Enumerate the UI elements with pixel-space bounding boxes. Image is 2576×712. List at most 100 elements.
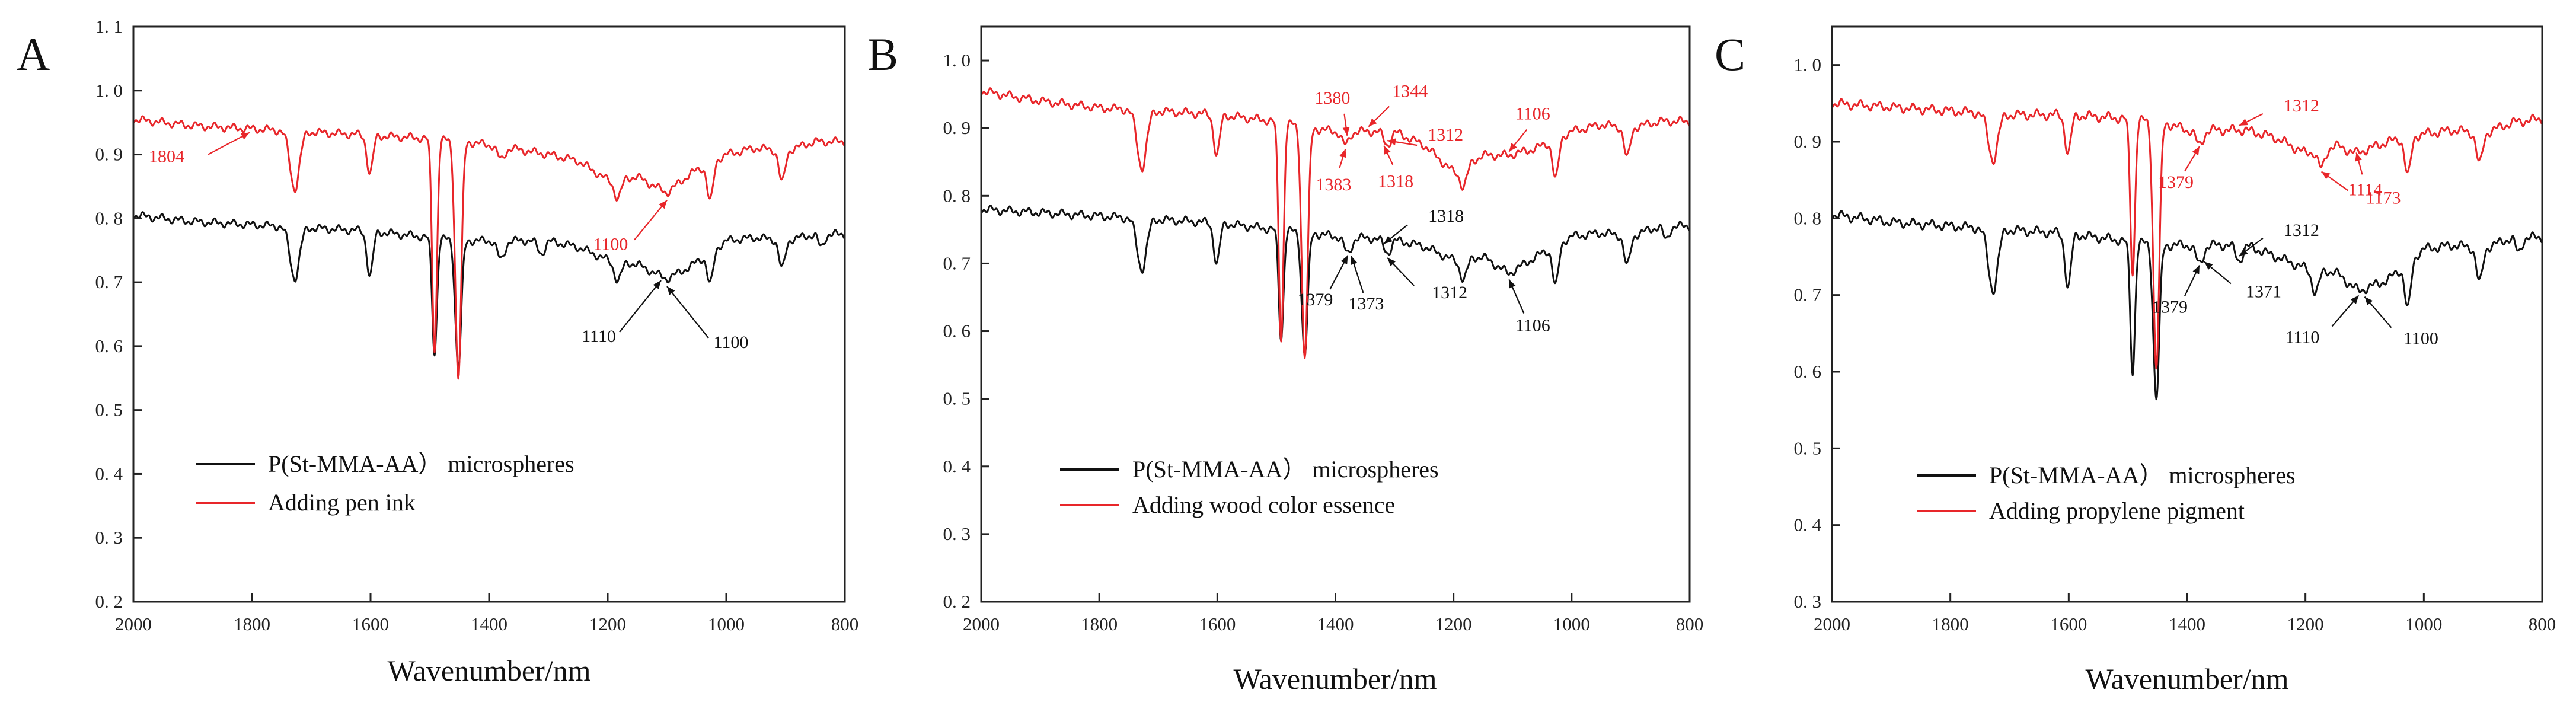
x-tick-label: 1800 (234, 614, 270, 634)
y-tick-label: 0. 6 (943, 321, 971, 341)
plot-frame (132, 25, 846, 603)
panel-b: B 2000 1800 1600 1400 1200 1000 800 0. 2 0. 3 0. … (867, 25, 1704, 695)
y-tick-label: 0. 5 (1794, 438, 1822, 458)
annotation-label: 1344 (1392, 82, 1428, 101)
annotation-label: 1100 (2403, 329, 2438, 349)
y-tick-label: 1. 0 (1794, 55, 1822, 75)
y-tick-label: 0. 3 (95, 527, 123, 548)
legend-label-microspheres: P(St-MMA-AA） microspheres (268, 451, 574, 477)
annotation-arrowhead (1368, 118, 1377, 127)
annotation-arrowhead (2321, 171, 2331, 180)
x-tick-label: 1800 (1932, 614, 1969, 634)
y-tick-label: 0. 5 (943, 388, 971, 409)
y-tick-label: 0. 3 (943, 523, 971, 544)
panel-letter: C (1715, 28, 1745, 80)
axis-ticks: 2000 1800 1600 1400 1200 1000 800 0. 3 0. 4 0. 5 0… (1794, 55, 2556, 634)
panel-a: A 2000 1800 1600 1400 1200 1000 800 0. 2 0. 3 0. … (17, 16, 858, 687)
panel-letter: B (867, 28, 898, 80)
annotation-label: 1371 (2246, 282, 2281, 301)
y-tick-label: 0. 8 (943, 185, 971, 206)
axis-ticks: 2000 1800 1600 1400 1200 1000 800 0. 2 0. 3 0. 4 0… (95, 16, 859, 634)
annotation-label: 1379 (2158, 173, 2194, 192)
annotation-arrowhead (2239, 248, 2248, 256)
x-tick-label: 2000 (1814, 614, 1850, 634)
annotation-label: 1173 (2366, 188, 2401, 207)
legend: P(St-MMA-AA） microspheres Adding pen ink (196, 451, 574, 516)
y-tick-label: 0. 3 (1794, 591, 1822, 612)
annotation-arrowhead (2192, 265, 2200, 274)
panel-letter: A (17, 28, 50, 80)
x-tick-label: 2000 (115, 614, 152, 634)
x-tick-label: 1600 (2050, 614, 2087, 634)
annotation-label: 1106 (1515, 104, 1550, 124)
y-tick-label: 0. 4 (1794, 515, 1822, 535)
x-axis-title: Wavenumber/nm (1233, 662, 1437, 695)
annotation-label: 1114 (2348, 180, 2383, 199)
x-tick-label: 800 (1676, 614, 1704, 634)
axis-ticks: 2000 1800 1600 1400 1200 1000 800 0. 2 0. 3 0. 4 0… (943, 50, 1704, 634)
legend-label-microspheres: P(St-MMA-AA） microspheres (1989, 462, 2296, 488)
y-tick-label: 0. 6 (1794, 361, 1822, 382)
y-tick-label: 0. 9 (1794, 131, 1822, 152)
annotation-label: 1804 (149, 147, 184, 167)
y-tick-label: 0. 7 (95, 272, 123, 292)
annotations: 1318 1379 1373 1312 1106 1380 1344 1312 1383 1318… (1297, 82, 1550, 336)
series-line-additive (132, 115, 846, 380)
annotation-arrow (634, 199, 668, 241)
x-tick-label: 1200 (589, 614, 626, 634)
y-tick-label: 0. 4 (95, 463, 123, 484)
series-line-additive (980, 87, 1691, 359)
y-tick-label: 0. 7 (943, 253, 971, 273)
annotation-label: 1100 (593, 235, 628, 254)
y-tick-label: 0. 4 (943, 456, 971, 477)
plot-lines (132, 115, 846, 380)
y-tick-label: 0. 7 (1794, 285, 1822, 305)
x-tick-label: 1600 (352, 614, 389, 634)
plot-lines (1831, 98, 2543, 401)
annotation-arrowhead (1387, 138, 1396, 146)
legend-label-microspheres: P(St-MMA-AA） microspheres (1132, 456, 1439, 483)
x-tick-label: 1000 (708, 614, 745, 634)
series-line-microspheres (980, 205, 1691, 357)
annotation-label: 1312 (1432, 283, 1467, 302)
annotation-arrowhead (1387, 257, 1396, 267)
annotation-label: 1318 (1428, 206, 1464, 226)
annotation-arrowhead (2350, 295, 2359, 304)
y-tick-label: 0. 8 (95, 207, 123, 228)
annotation-arrowhead (1509, 279, 1516, 289)
annotation-label: 1312 (2284, 96, 2319, 116)
annotation-label: 1312 (2284, 221, 2319, 240)
annotation-label: 1100 (714, 333, 749, 352)
annotation-label: 1383 (1316, 175, 1351, 194)
annotation-arrowhead (2364, 296, 2373, 306)
annotation-arrowhead (1340, 255, 1348, 265)
x-axis-title: Wavenumber/nm (387, 654, 590, 687)
annotation-arrowhead (1384, 235, 1393, 244)
legend-label-additive: Adding pen ink (268, 489, 416, 516)
x-tick-label: 1400 (1317, 614, 1354, 634)
series-line-additive (1831, 98, 2543, 370)
annotation-arrowhead (659, 200, 667, 209)
annotation-arrowhead (1509, 143, 1517, 152)
y-tick-label: 0. 9 (95, 144, 123, 165)
annotation-arrowhead (1339, 149, 1346, 158)
x-tick-label: 1800 (1081, 614, 1118, 634)
annotation-label: 1379 (2152, 298, 2188, 317)
annotation-label: 1106 (1515, 315, 1550, 335)
y-tick-label: 0. 8 (1794, 207, 1822, 228)
y-tick-label: 0. 2 (943, 591, 971, 612)
annotations: 1110 1100 1804 1100 (149, 132, 749, 352)
annotation-arrowhead (2204, 261, 2213, 270)
y-tick-label: 0. 6 (95, 336, 123, 356)
x-tick-label: 1000 (2405, 614, 2442, 634)
x-tick-label: 1600 (1199, 614, 1236, 634)
annotation-label: 1312 (1428, 125, 1463, 145)
annotation-arrowhead (2355, 152, 2362, 162)
x-tick-label: 1400 (2169, 614, 2205, 634)
series-line-microspheres (1831, 210, 2543, 401)
plot-lines (980, 87, 1691, 359)
x-axis-title: Wavenumber/nm (2085, 662, 2288, 695)
annotation-arrowhead (667, 286, 675, 295)
annotation-label: 1110 (2285, 327, 2320, 347)
